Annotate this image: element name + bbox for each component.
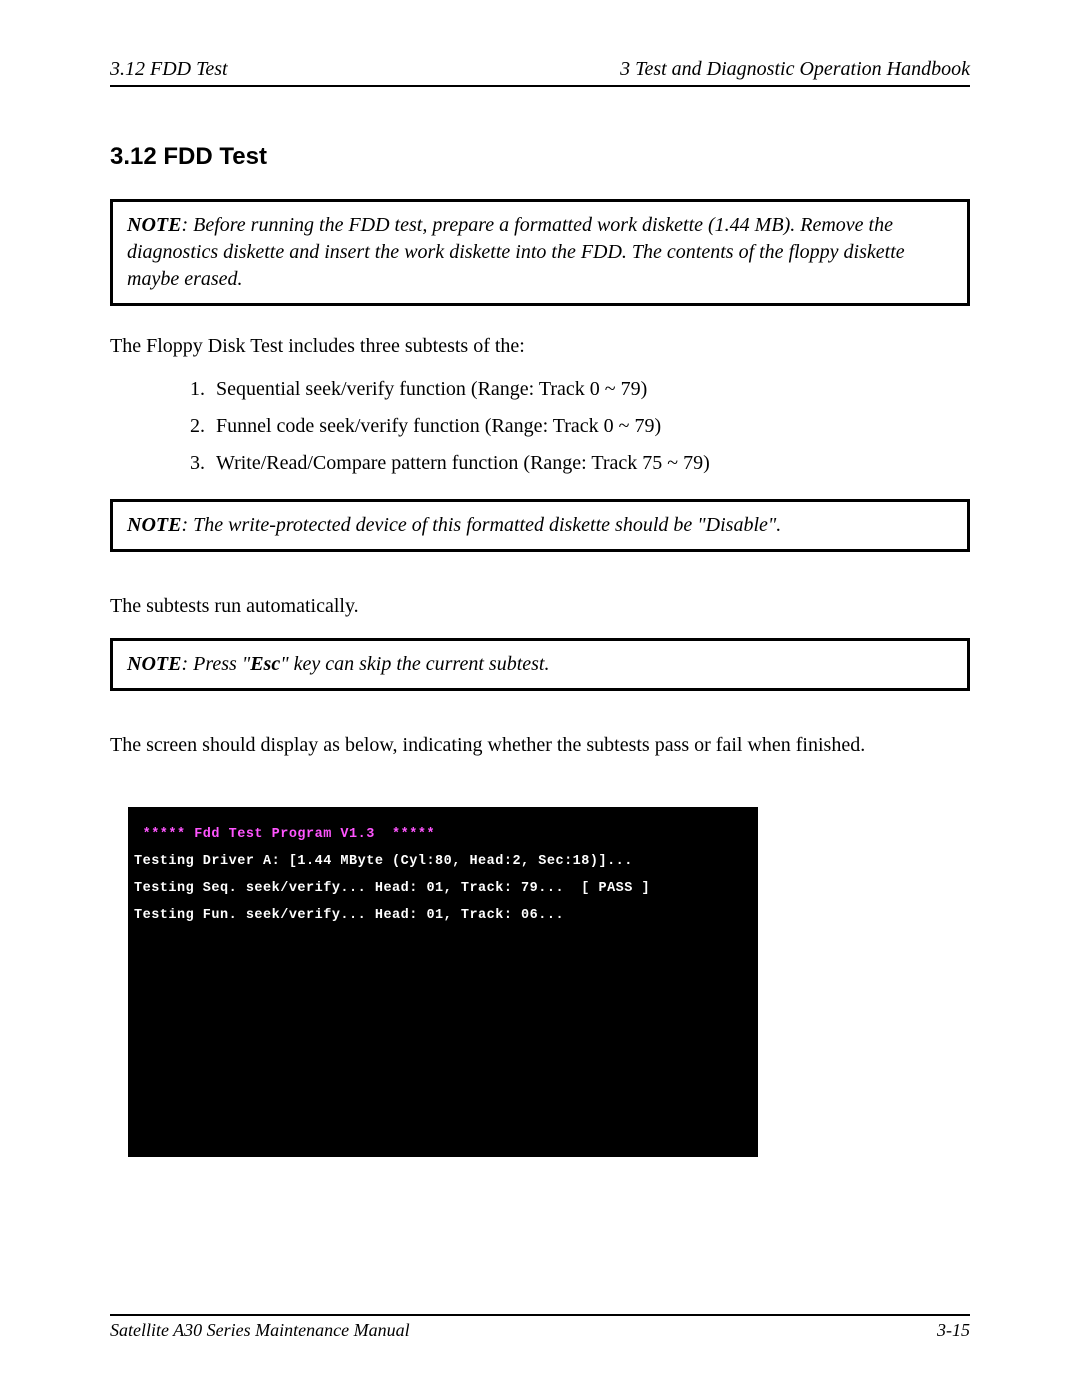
note-text: : The write-protected device of this for… <box>181 514 781 536</box>
result-intro-text: The screen should display as below, indi… <box>110 731 970 759</box>
note-post: " key can skip the current subtest. <box>280 653 549 675</box>
esc-key: Esc <box>250 653 280 675</box>
header-right: 3 Test and Diagnostic Operation Handbook <box>620 58 970 81</box>
document-page: 3.12 FDD Test 3 Test and Diagnostic Oper… <box>0 0 1080 1397</box>
footer-left: Satellite A30 Series Maintenance Manual <box>110 1320 410 1341</box>
note-label: NOTE <box>127 514 181 536</box>
footer-right: 3-15 <box>937 1320 970 1341</box>
header-left: 3.12 FDD Test <box>110 58 228 81</box>
note-box-write-protect: NOTE: The write-protected device of this… <box>110 499 970 552</box>
subtest-list: Sequential seek/verify function (Range: … <box>180 378 970 475</box>
list-item: Sequential seek/verify function (Range: … <box>210 378 970 401</box>
list-item: Write/Read/Compare pattern function (Ran… <box>210 452 970 475</box>
terminal-line: Testing Fun. seek/verify... Head: 01, Tr… <box>134 908 564 923</box>
note-text: : Before running the FDD test, prepare a… <box>127 214 905 290</box>
intro-text: The Floppy Disk Test includes three subt… <box>110 332 970 360</box>
section-title: 3.12 FDD Test <box>110 143 970 171</box>
terminal-screenshot: ***** Fdd Test Program V1.3 ***** Testin… <box>128 807 758 1157</box>
note-label: NOTE <box>127 214 181 236</box>
page-header: 3.12 FDD Test 3 Test and Diagnostic Oper… <box>110 58 970 87</box>
note-pre: : Press " <box>181 653 250 675</box>
note-box-esc: NOTE: Press "Esc" key can skip the curre… <box>110 638 970 691</box>
page-footer: Satellite A30 Series Maintenance Manual … <box>110 1314 970 1341</box>
terminal-title: ***** Fdd Test Program V1.3 ***** <box>134 827 435 842</box>
list-item: Funnel code seek/verify function (Range:… <box>210 415 970 438</box>
note-label: NOTE <box>127 653 181 675</box>
note-box-prep: NOTE: Before running the FDD test, prepa… <box>110 199 970 306</box>
auto-run-text: The subtests run automatically. <box>110 592 970 620</box>
terminal-line: Testing Driver A: [1.44 MByte (Cyl:80, H… <box>134 854 633 869</box>
terminal-line: Testing Seq. seek/verify... Head: 01, Tr… <box>134 881 650 896</box>
